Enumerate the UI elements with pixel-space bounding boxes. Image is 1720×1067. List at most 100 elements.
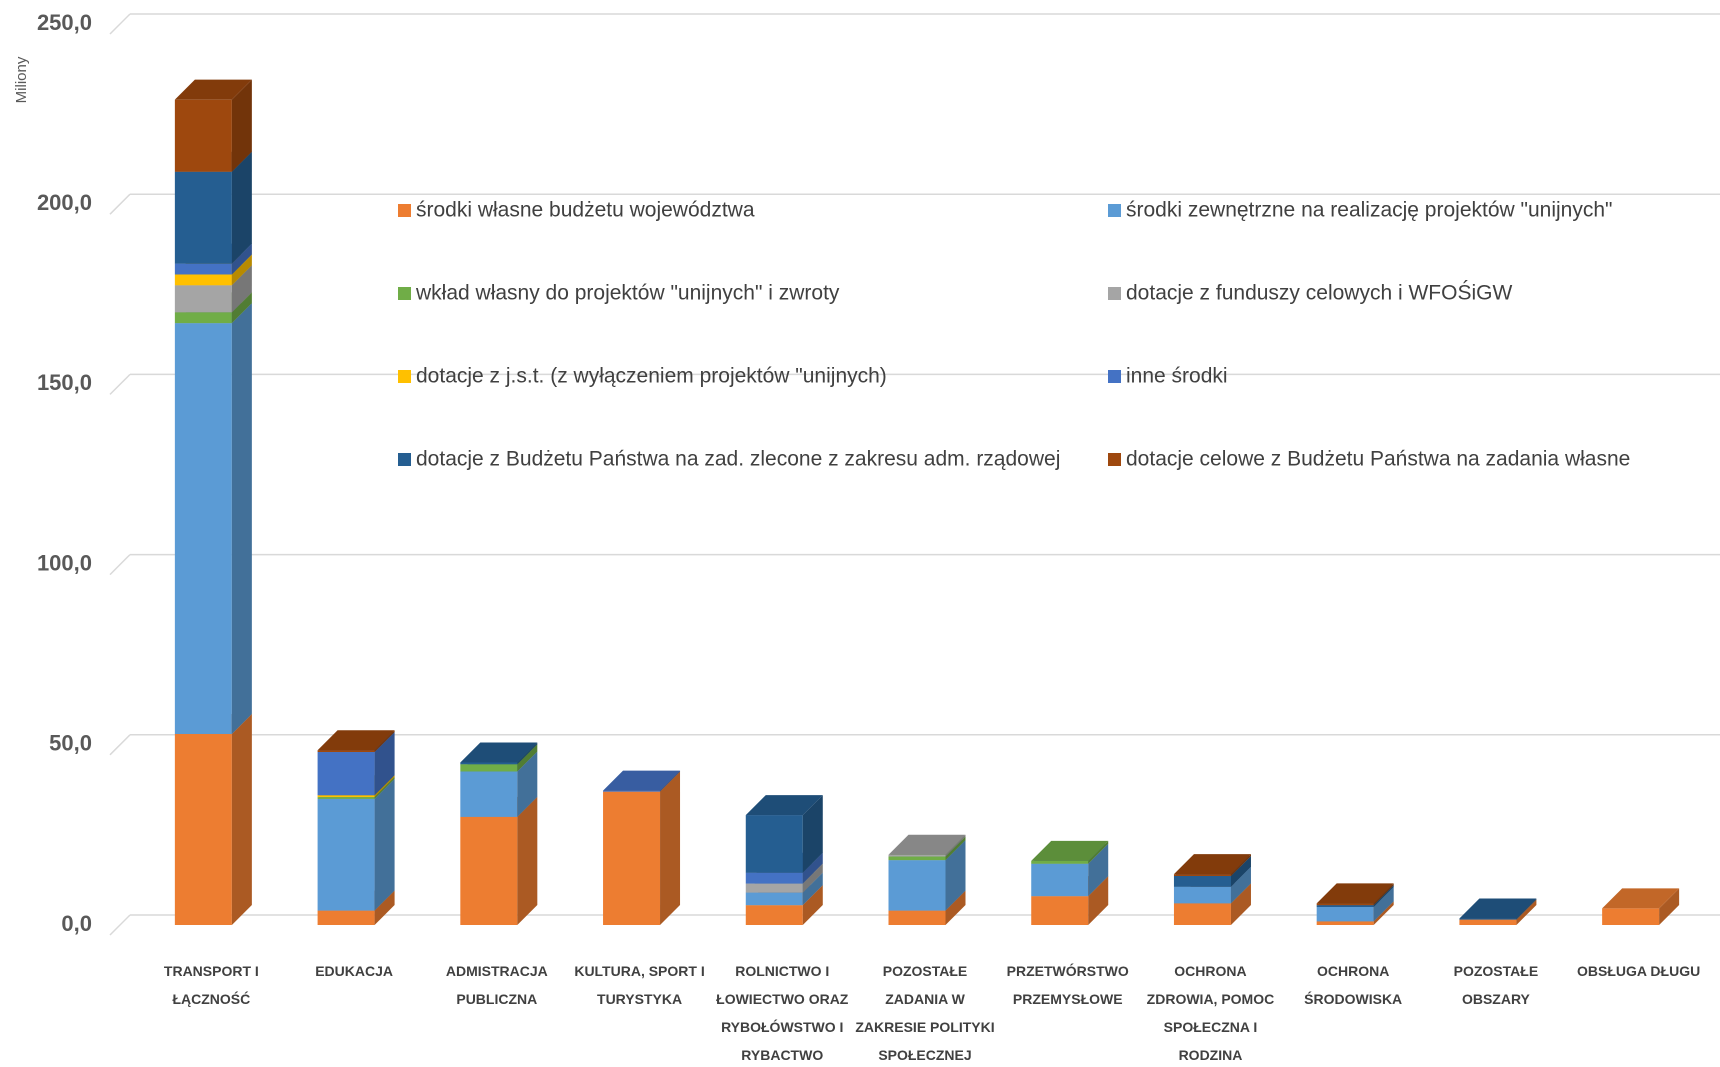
bar-segment-top (1173, 854, 1251, 875)
legend-swatch (398, 204, 411, 217)
bar-segment-front (174, 263, 232, 275)
bar-segment-front (1173, 886, 1231, 904)
x-tick-label: PRZETWÓRSTWO PRZEMYSŁOWE (1007, 962, 1129, 1007)
bar-segment-front (1602, 908, 1660, 925)
bar-segment-top (1316, 883, 1394, 904)
y-axis-title: Miliony (13, 56, 30, 103)
y-tick-label: 50,0 (49, 731, 92, 756)
x-tick-label: TRANSPORT I ŁĄCZNOŚĆ (164, 963, 259, 1007)
bar-segment-side (517, 751, 538, 817)
bar-segment-front (603, 791, 661, 925)
bar-segment-front (460, 764, 518, 772)
bar-segment-front (888, 854, 946, 857)
bar-segment-front (745, 905, 803, 925)
x-tick-label: EDUKACJA (315, 963, 393, 979)
bar-segment-front (1173, 903, 1231, 925)
legend-swatch (1108, 370, 1121, 383)
bar-segment-side (517, 742, 538, 765)
bar-segment-side (1088, 876, 1109, 925)
y-tick-label: 0,0 (61, 911, 92, 936)
y-tick-label: 250,0 (37, 10, 92, 35)
bar-segment-top (1602, 888, 1680, 909)
x-tick-label: POZOSTAŁE OBSZARY (1454, 963, 1539, 1007)
bar-segment-side (945, 834, 966, 857)
legend-label: dotacje z Budżetu Państwa na zad. zlecon… (416, 448, 1060, 471)
bar-segment-top (174, 79, 252, 100)
legend-label: wkład własny do projektów "unijnych" i z… (415, 282, 840, 305)
bar-segment-front (174, 171, 232, 264)
legend-label: dotacje celowe z Budżetu Państwa na zada… (1126, 448, 1630, 471)
bar-segment-front (888, 910, 946, 925)
bar-segment-side (1088, 840, 1109, 864)
bar-segment-side (1373, 901, 1394, 925)
bar-segment-front (460, 771, 518, 817)
grid-line-depth (109, 734, 131, 756)
bar-segment-top (1459, 898, 1537, 919)
bar-segment-side (802, 863, 823, 893)
bar-segment-front (317, 797, 375, 799)
bar-segment-side (1373, 886, 1394, 922)
bar-segment-side (374, 777, 395, 799)
bar-segment-side (1230, 855, 1251, 887)
bar-segment-side (1516, 899, 1537, 925)
grid-line-depth (109, 554, 131, 576)
bar-segment-front (1173, 874, 1231, 876)
y-tick-label: 150,0 (37, 370, 92, 395)
bar-segment-side (231, 265, 252, 313)
bar-segment-side (1230, 866, 1251, 904)
bar-segment-front (1031, 896, 1089, 925)
bar-segment-front (1316, 905, 1374, 907)
bar-segment-front (174, 733, 232, 925)
bar-segment-top (317, 730, 395, 751)
bar-segment-side (802, 872, 823, 906)
bar-segment-front (1316, 903, 1374, 906)
bar-segment-front (174, 285, 232, 313)
bar-segment-side (1230, 854, 1251, 876)
bar-segment-side (1659, 888, 1680, 925)
x-tick-label: KULTURA, SPORT I TURYSTYKA (574, 963, 704, 1007)
bar-segment-front (174, 323, 232, 734)
y-tick-label: 100,0 (37, 550, 92, 575)
grid-line-depth (109, 193, 131, 215)
bar-segment-front (745, 815, 803, 873)
bar-segment-side (945, 840, 966, 911)
bar-segment-side (231, 79, 252, 172)
bar-segment-top (1031, 840, 1109, 861)
x-tick-label: OCHRONA ŚRODOWISKA (1304, 963, 1402, 1007)
x-tick-label: POZOSTAŁE ZADANIA W ZAKRESIE POLITYKI SPOŁE… (855, 963, 994, 1063)
x-tick-label: ROLNICTWO I ŁOWIECTWO ORAZ RYBOŁÓWSTWO I RY… (716, 963, 849, 1063)
bar-segment-side (802, 852, 823, 884)
legend-label: inne środki (1126, 365, 1228, 388)
bar-segment-front (1459, 918, 1517, 920)
bar-segment-top (745, 795, 823, 816)
bar-segment-side (517, 796, 538, 925)
bar-segment-side (231, 254, 252, 286)
bar-segment-front (888, 860, 946, 911)
bar-segment-side (231, 303, 252, 734)
bar-segment-side (1230, 883, 1251, 925)
x-tick-label: OBSŁUGA DŁUGU (1577, 963, 1700, 979)
bar-segment-side (1516, 898, 1537, 920)
y-tick-label: 200,0 (37, 190, 92, 215)
bar-segment-top (460, 742, 538, 763)
bar-segment-side (1373, 883, 1394, 906)
bar-segment-side (517, 744, 538, 772)
legend-swatch (1108, 453, 1121, 466)
bar-segment-front (603, 790, 661, 792)
grid-line-depth (109, 13, 131, 35)
legend-label: środki własne budżetu województwa (416, 199, 755, 222)
bar-segment-side (231, 151, 252, 264)
bar-segment-side (1088, 843, 1109, 897)
bar-segment-front (460, 762, 518, 765)
legend-label: środki zewnętrzne na realizację projektó… (1126, 199, 1612, 222)
bar-segment-front (460, 816, 518, 925)
bar-segment-side (660, 771, 681, 925)
bar-segment-side (231, 292, 252, 324)
legend-swatch (398, 370, 411, 383)
bar-segment-side (945, 836, 966, 861)
bar-segment-front (1173, 875, 1231, 887)
bar-segment-front (1316, 921, 1374, 925)
legend-label: dotacje z j.s.t. (z wyłączeniem projektó… (416, 365, 887, 388)
bar-segment-front (174, 274, 232, 286)
